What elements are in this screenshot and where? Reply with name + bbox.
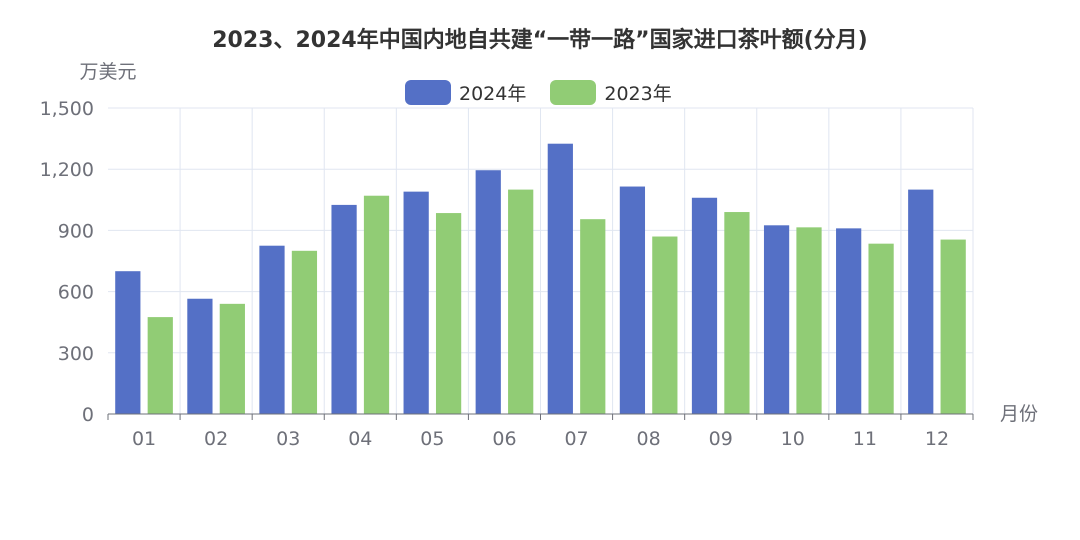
bar-2024年-11: [836, 228, 862, 414]
bar-2024年-10: [763, 225, 790, 414]
chart-legend[interactable]: 2024年 2023年: [405, 79, 696, 105]
bar-2024年-08: [619, 186, 646, 414]
x-tick-label: 08: [637, 428, 661, 450]
legend-item-2024[interactable]: 2024年: [405, 79, 526, 106]
grid-layer: [108, 107, 974, 414]
bar-2024年-05: [403, 191, 429, 414]
legend-label-2023: 2023年: [604, 82, 672, 105]
bar-2023年-05: [435, 213, 462, 414]
y-tick-label: 300: [58, 343, 94, 365]
bar-2023年-10: [796, 227, 822, 414]
bar-2023年-11: [868, 243, 894, 414]
legend-swatch-2023: [550, 79, 597, 105]
bar-2024年-09: [691, 197, 718, 414]
bars-layer: [115, 143, 966, 414]
x-tick-label: 11: [853, 428, 877, 450]
x-tick-label: 04: [348, 428, 372, 450]
chart-title: 2023、2024年中国内地自共建“一带一路”国家进口茶叶额(分月): [212, 28, 868, 53]
bar-2023年-12: [940, 239, 966, 414]
legend-swatch-2024: [405, 79, 451, 105]
bar-2023年-07: [580, 219, 606, 414]
y-axis-name: 万美元: [79, 61, 136, 83]
legend-label-2024: 2024年: [459, 82, 527, 105]
x-tick-label: 06: [492, 428, 516, 450]
bar-2023年-04: [363, 195, 390, 414]
bar-2023年-01: [147, 317, 173, 414]
bar-2024年-01: [115, 271, 141, 414]
axis-layer: 0 300 600 900 1,200 1,500 01 02 03 04 05 06 07 08 09 10…: [40, 98, 974, 450]
bar-2024年-07: [547, 143, 573, 414]
bar-2023年-02: [219, 303, 245, 414]
y-tick-label: 1,500: [40, 98, 94, 120]
bar-2023年-03: [291, 250, 318, 414]
bar-2024年-04: [331, 204, 357, 414]
x-tick-label: 02: [204, 428, 228, 450]
x-tick-label: 12: [925, 428, 949, 450]
y-tick-label: 900: [58, 220, 94, 242]
y-tick-label: 0: [82, 404, 94, 426]
x-tick-label: 09: [709, 428, 733, 450]
y-tick-label: 1,200: [40, 159, 94, 181]
x-tick-label: 03: [276, 428, 300, 450]
x-tick-label: 05: [420, 428, 444, 450]
x-tick-label: 07: [564, 428, 588, 450]
bar-2024年-03: [259, 245, 285, 414]
x-tick-label: 10: [781, 428, 805, 450]
bar-2023年-09: [724, 212, 750, 414]
x-axis-name: 月份: [1000, 403, 1038, 425]
bar-2024年-06: [475, 170, 501, 414]
x-tick-label: 01: [132, 428, 156, 450]
bar-2023年-06: [508, 189, 534, 414]
bar-2024年-12: [908, 189, 934, 414]
y-tick-label: 600: [58, 282, 94, 304]
legend-item-2023[interactable]: 2023年: [550, 79, 672, 106]
bar-2023年-08: [652, 236, 678, 414]
bar-2024年-02: [187, 298, 213, 414]
